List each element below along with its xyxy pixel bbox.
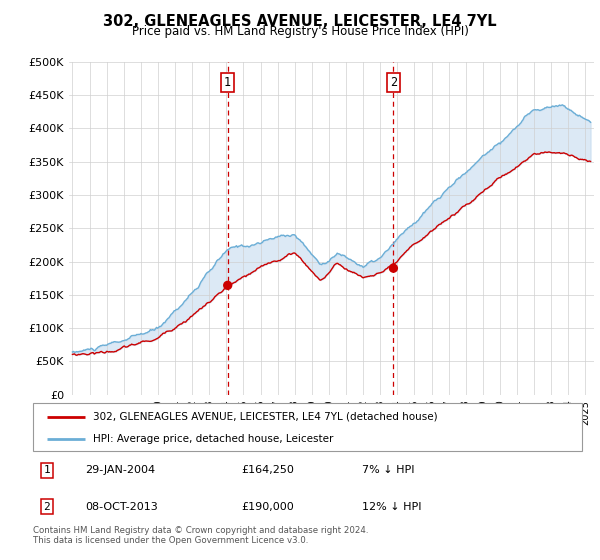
Text: £164,250: £164,250	[242, 465, 295, 475]
Text: 08-OCT-2013: 08-OCT-2013	[85, 502, 158, 511]
Text: Price paid vs. HM Land Registry's House Price Index (HPI): Price paid vs. HM Land Registry's House …	[131, 25, 469, 38]
Point	[389, 264, 398, 273]
Text: 302, GLENEAGLES AVENUE, LEICESTER, LE4 7YL (detached house): 302, GLENEAGLES AVENUE, LEICESTER, LE4 7…	[94, 412, 438, 422]
Text: 302, GLENEAGLES AVENUE, LEICESTER, LE4 7YL: 302, GLENEAGLES AVENUE, LEICESTER, LE4 7…	[103, 14, 497, 29]
Text: 1: 1	[43, 465, 50, 475]
Text: This data is licensed under the Open Government Licence v3.0.: This data is licensed under the Open Gov…	[33, 536, 308, 545]
Text: 12% ↓ HPI: 12% ↓ HPI	[362, 502, 422, 511]
Text: 1: 1	[224, 76, 231, 90]
Text: 7% ↓ HPI: 7% ↓ HPI	[362, 465, 415, 475]
Text: 2: 2	[43, 502, 50, 511]
Text: HPI: Average price, detached house, Leicester: HPI: Average price, detached house, Leic…	[94, 434, 334, 444]
Text: Contains HM Land Registry data © Crown copyright and database right 2024.: Contains HM Land Registry data © Crown c…	[33, 526, 368, 535]
Text: 29-JAN-2004: 29-JAN-2004	[85, 465, 155, 475]
Point	[223, 281, 232, 290]
Text: 2: 2	[390, 76, 397, 90]
FancyBboxPatch shape	[33, 403, 582, 451]
Text: £190,000: £190,000	[242, 502, 295, 511]
